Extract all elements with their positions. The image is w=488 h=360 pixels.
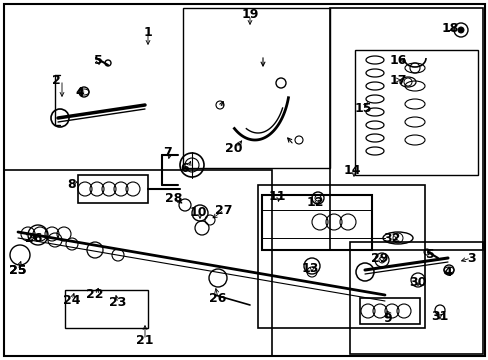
Bar [262,195,371,250]
Text: 8: 8 [67,179,76,192]
Text: 31: 31 [430,310,448,323]
Text: 32: 32 [383,231,400,244]
Bar [65,290,148,328]
Text: 25: 25 [9,264,27,276]
Text: 30: 30 [408,275,426,288]
Text: 22: 22 [86,288,103,302]
Text: 17: 17 [388,73,406,86]
Text: 27: 27 [215,203,232,216]
Bar [349,242,482,354]
Bar [354,50,477,175]
Text: 5: 5 [425,248,433,261]
Text: 28: 28 [165,192,183,204]
Text: 7: 7 [163,147,172,159]
Text: 3: 3 [466,252,474,265]
Circle shape [457,27,463,33]
Text: 2: 2 [52,73,60,86]
Text: 29: 29 [370,252,388,265]
Text: 19: 19 [241,9,258,22]
Text: 11: 11 [268,189,285,202]
Bar [329,8,482,250]
Text: 18: 18 [440,22,458,35]
Bar [258,185,424,328]
Text: 24: 24 [63,293,81,306]
Text: 4: 4 [76,85,84,99]
Text: 6: 6 [181,162,189,175]
Bar [4,170,271,356]
Text: 5: 5 [93,54,102,67]
Text: 16: 16 [388,54,406,67]
Text: 1: 1 [143,26,152,39]
Text: 23: 23 [109,297,126,310]
Text: 25: 25 [9,264,27,276]
Bar [78,175,148,203]
Text: 10: 10 [189,207,206,220]
Text: 15: 15 [353,102,371,114]
Text: 13: 13 [301,261,318,274]
Text: 20: 20 [225,141,242,154]
Text: 26: 26 [209,292,226,305]
Text: 12: 12 [305,195,323,208]
Text: 9: 9 [383,311,391,324]
Bar [183,8,329,168]
Text: 4: 4 [443,266,451,279]
Bar [359,298,419,324]
Text: 26: 26 [25,231,42,244]
Text: 14: 14 [343,163,360,176]
Text: 21: 21 [136,333,153,346]
